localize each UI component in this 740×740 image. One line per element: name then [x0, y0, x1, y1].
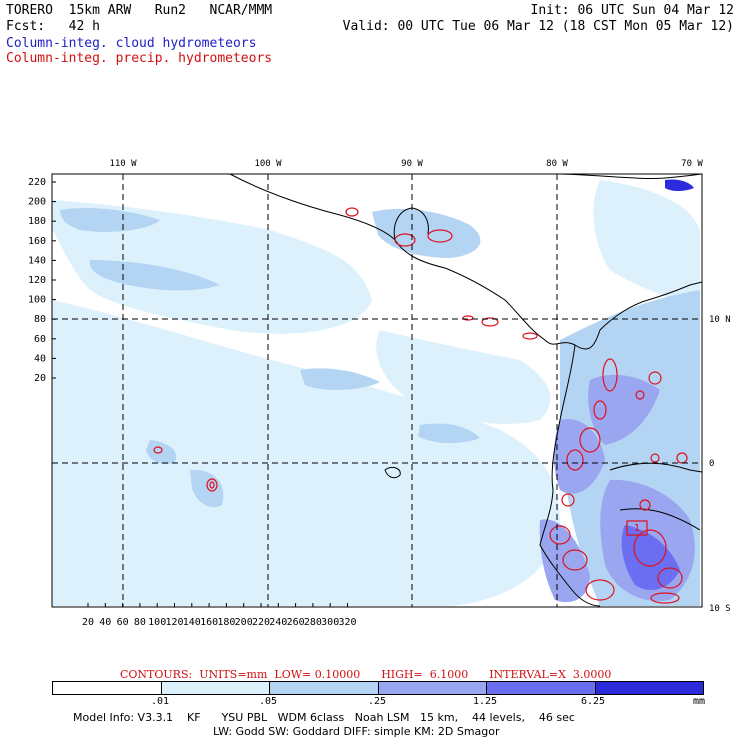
init-time: Init: 06 UTC Sun 04 Mar 12 — [530, 3, 735, 18]
colorbar-bin — [487, 682, 596, 694]
y-tick-label: 140 — [28, 255, 46, 266]
x-tick-label: 160 — [200, 617, 218, 628]
y-tick-label: 100 — [28, 295, 46, 306]
x-tick-label: 220 — [252, 617, 270, 628]
y-tick-label: 120 — [28, 275, 46, 286]
x-tick-label: 100 — [148, 617, 166, 628]
field-label-cloud: Column-integ. cloud hydrometeors — [6, 36, 257, 51]
forecast-hour: Fcst: 42 h — [6, 19, 100, 34]
y-tick-label: 220 — [28, 177, 46, 188]
lat-label: 0 — [709, 459, 714, 469]
x-tick-label: 60 — [117, 617, 129, 628]
x-axis-ticks: 20 40 60 80 100 120 140 160 180 200 220 240 260 280 30… — [82, 603, 357, 628]
x-tick-label: 200 — [235, 617, 253, 628]
lon-labels: 110 W 100 W 90 W 80 W 70 W — [109, 159, 703, 169]
lat-lon-grid — [52, 174, 702, 607]
x-tick-label: 280 — [304, 617, 322, 628]
colorbar-tick: .25 — [367, 696, 387, 707]
y-tick-label: 60 — [34, 334, 46, 345]
y-tick-label: 80 — [34, 314, 46, 325]
x-tick-label: 180 — [217, 617, 235, 628]
x-tick-label: 260 — [287, 617, 305, 628]
x-tick-label: 20 — [82, 617, 94, 628]
colorbar-tick: .01 — [150, 696, 170, 707]
lon-label: 90 W — [401, 159, 423, 169]
colorbar-bin — [53, 682, 162, 694]
x-tick-label: 300 — [321, 617, 339, 628]
map-frame — [51, 173, 703, 608]
model-info: Model Info: V3.3.1 KF YSU PBL WDM 6class… — [73, 711, 575, 724]
cloud-fill — [52, 179, 700, 606]
physics-info: LW: Godd SW: Goddard DIFF: simple KM: 2D… — [213, 725, 500, 738]
lon-label: 70 W — [681, 159, 703, 169]
y-tick-label: 40 — [34, 353, 46, 364]
y-tick-label: 160 — [28, 236, 46, 247]
colorbar-tick: 6.25 — [580, 696, 606, 707]
colorbar — [52, 681, 704, 695]
colorbar-bin — [270, 682, 379, 694]
colorbar-units: mm — [693, 696, 706, 707]
colorbar-tick: 1.25 — [472, 696, 498, 707]
contour-label: 1 — [634, 523, 640, 534]
x-tick-label: 140 — [183, 617, 201, 628]
colorbar-tick: .05 — [258, 696, 278, 707]
y-tick-label: 180 — [28, 216, 46, 227]
lon-label: 100 W — [254, 159, 282, 169]
x-tick-label: 80 — [134, 617, 146, 628]
x-tick-label: 320 — [338, 617, 356, 628]
lat-labels: 10 N 0 10 S — [709, 315, 731, 614]
contour-info: CONTOURS: UNITS=mm LOW= 0.10000 HIGH= 6.… — [120, 668, 612, 681]
lon-label: 110 W — [109, 159, 137, 169]
y-axis-ticks: 220 200 180 160 140 120 100 80 60 40 20 — [28, 177, 56, 384]
colorbar-bin — [378, 682, 487, 694]
lon-label: 80 W — [546, 159, 568, 169]
colorbar-bin — [161, 682, 270, 694]
lat-label: 10 N — [709, 315, 731, 325]
y-tick-label: 200 — [28, 197, 46, 208]
colorbar-bin — [595, 682, 703, 694]
valid-time: Valid: 00 UTC Tue 06 Mar 12 (18 CST Mon … — [342, 19, 734, 34]
x-tick-label: 120 — [165, 617, 183, 628]
x-tick-label: 240 — [269, 617, 287, 628]
model-title: TORERO 15km ARW Run2 NCAR/MMM — [6, 3, 273, 18]
x-tick-label: 40 — [99, 617, 111, 628]
y-tick-label: 20 — [34, 373, 46, 384]
lat-label: 10 S — [709, 604, 731, 614]
field-label-precip: Column-integ. precip. hydrometeors — [6, 51, 273, 66]
